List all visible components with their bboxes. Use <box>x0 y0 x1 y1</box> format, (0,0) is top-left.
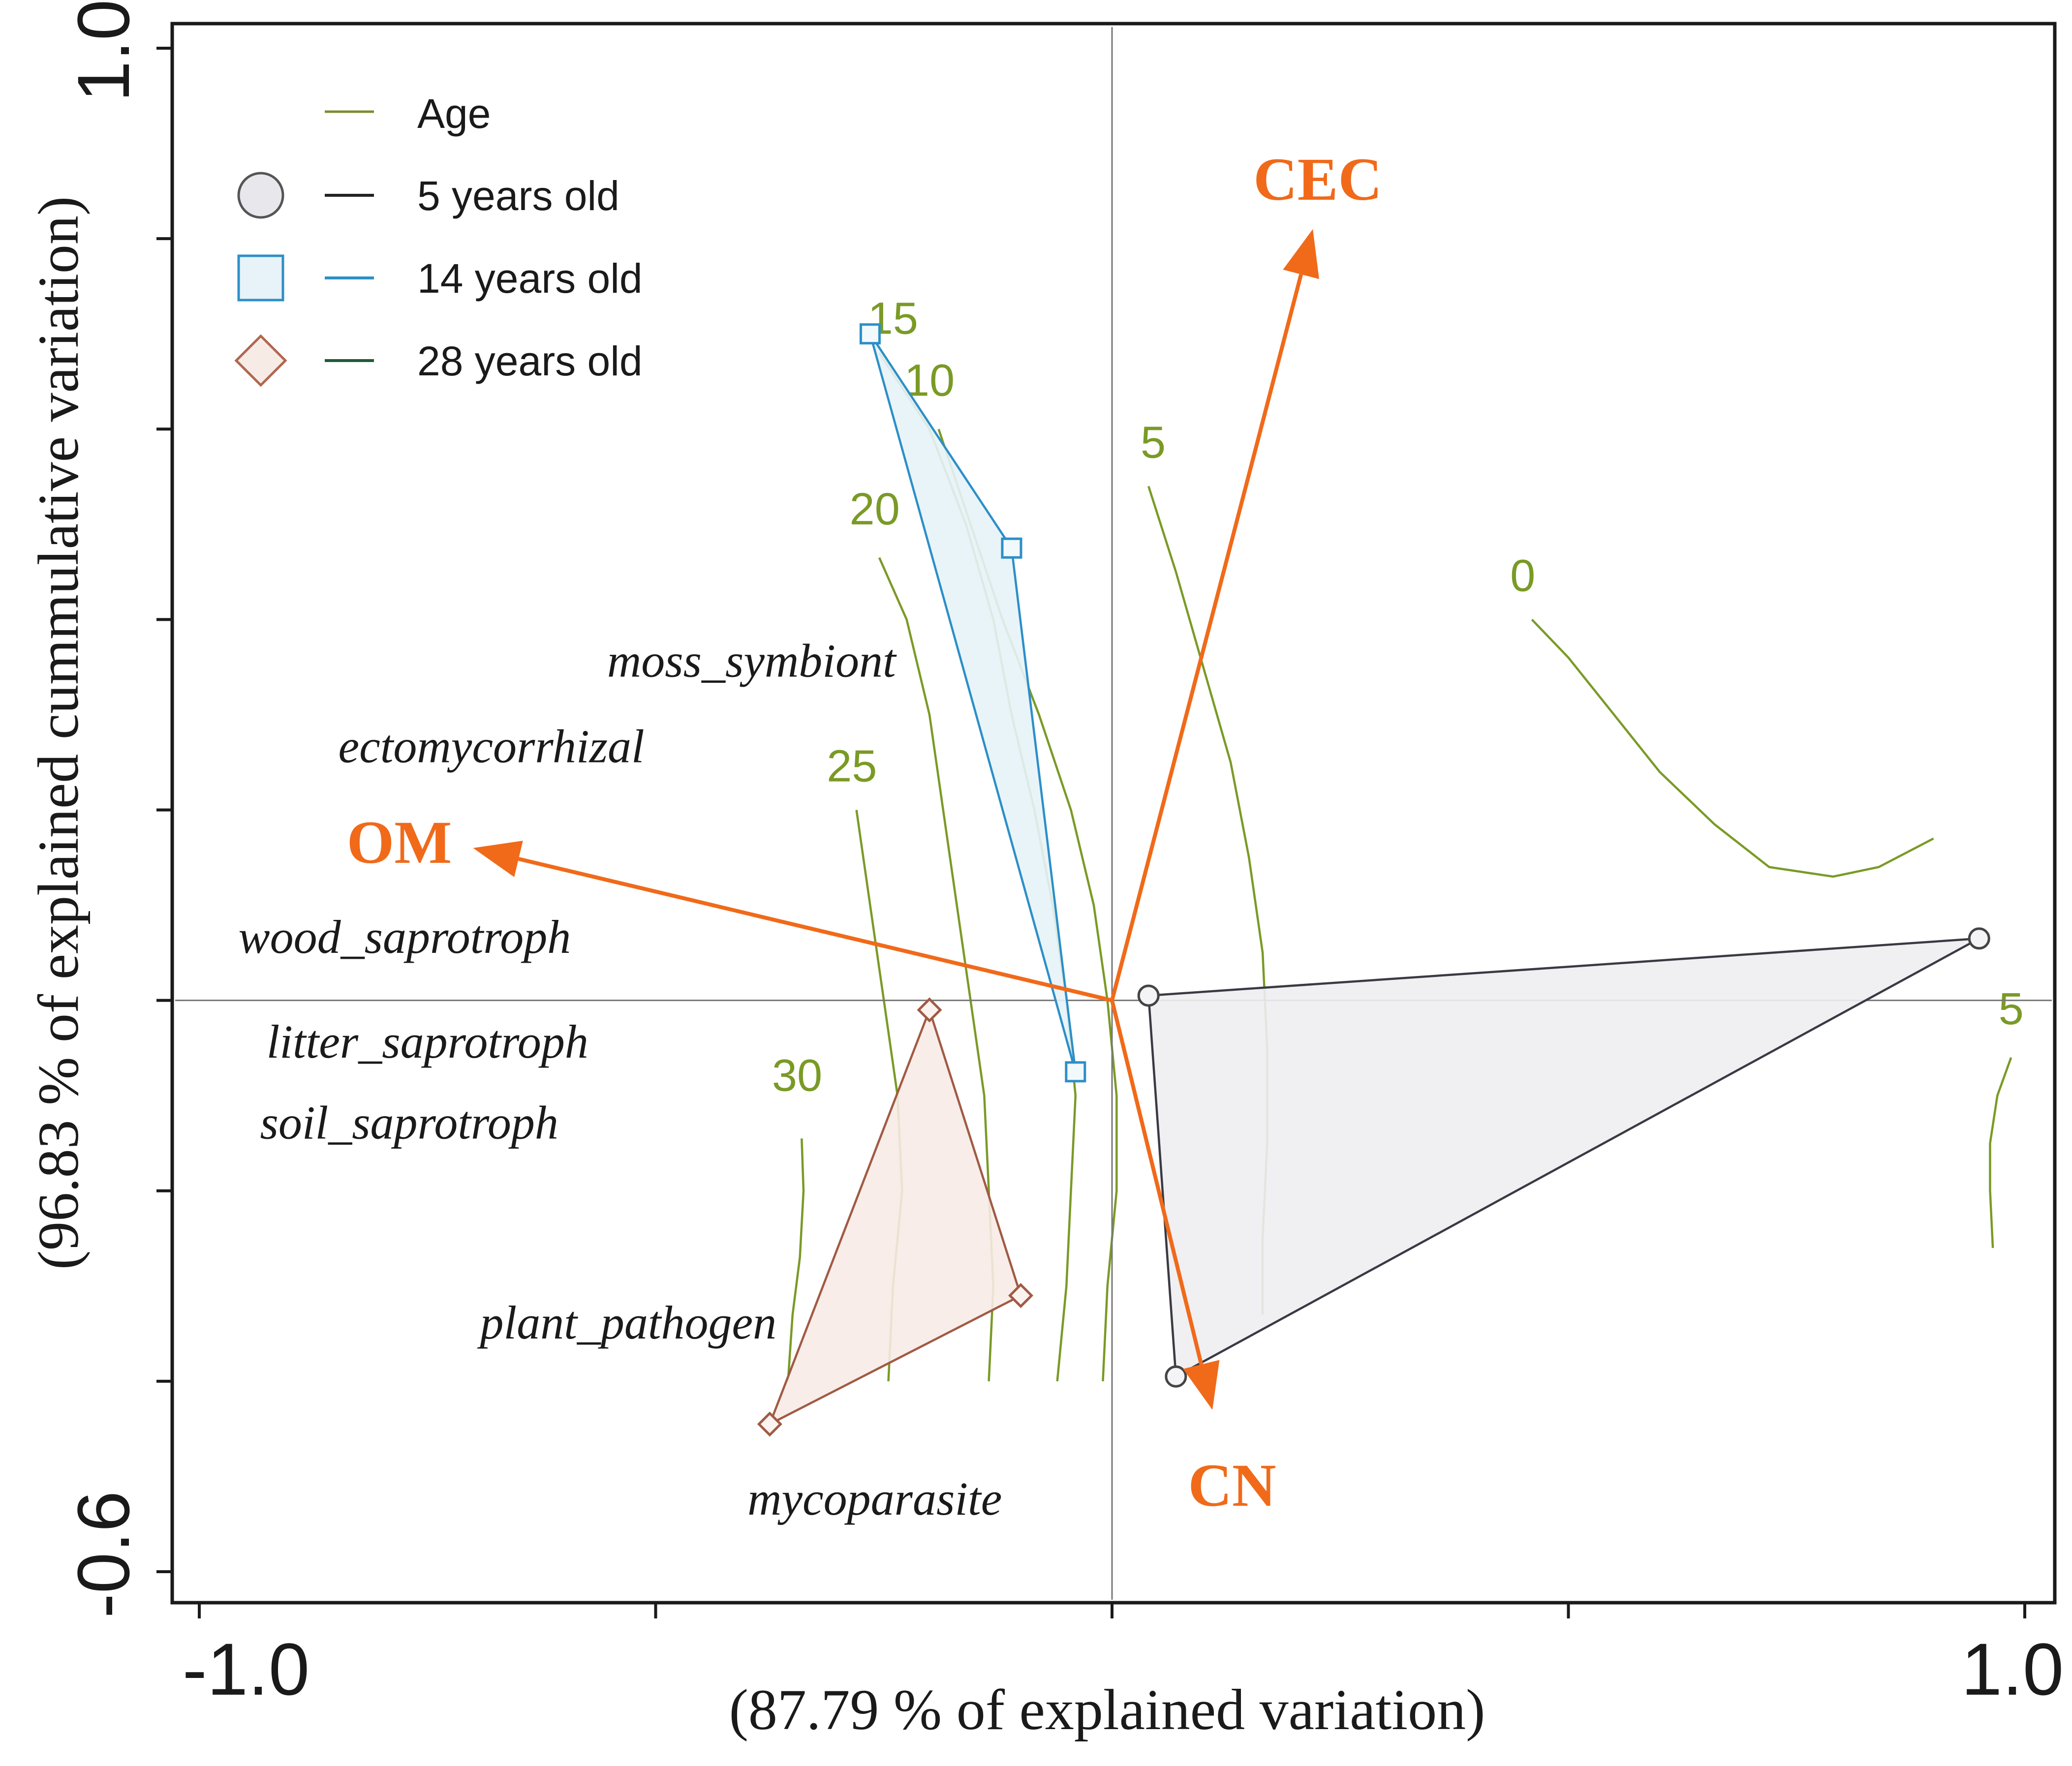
isoline-label-1: 25 <box>827 741 877 791</box>
vector-label-cn: CN <box>1188 1452 1276 1519</box>
vector-label-cec: CEC <box>1253 146 1382 213</box>
isoline-7 <box>1989 1057 2012 1248</box>
isoline-label-5: 5 <box>1141 417 1166 467</box>
hull-group-1 <box>869 333 1077 1072</box>
legend-marker-diamond <box>234 334 287 387</box>
x-axis-label: (87.79 % of explained variation) <box>729 1677 1485 1742</box>
environment-vectors: CEC OM CN <box>347 146 1382 1519</box>
legend-marker-circle <box>237 172 284 219</box>
x-tick-label-1: 1.0 <box>1961 1628 2064 1710</box>
legend-marker-square <box>237 254 284 302</box>
isoline-0 <box>787 1138 805 1382</box>
isoline-label-0: 30 <box>772 1051 822 1101</box>
sample-point-g0-2 <box>1165 1365 1187 1388</box>
hull-group-2 <box>768 1006 1022 1427</box>
vector-cec <box>1110 274 1303 1001</box>
species-label-2: wood_saprotroph <box>239 911 571 963</box>
sample-point-g0-0 <box>1137 984 1160 1007</box>
axes: -1.0 1.0 1.0 -0.6 <box>62 0 2064 1710</box>
y-axis-label: (96.83 % of explained cummulative variat… <box>26 196 91 1270</box>
vector-head-om <box>473 841 523 877</box>
legend-label-0: 5 years old <box>417 173 619 219</box>
species-label-5: plant_pathogen <box>477 1296 777 1349</box>
sample-point-g1-1 <box>1001 537 1022 559</box>
legend-label-2: 28 years old <box>417 338 643 384</box>
plot-frame <box>170 22 2057 1605</box>
species-label-1: ectomycorrhizal <box>339 720 645 773</box>
species-labels: moss_symbiont ectomycorrhizal wood_saprotr… <box>239 635 1002 1525</box>
vector-head-cn <box>1183 1360 1220 1410</box>
sample-point-g2-1 <box>1008 1283 1034 1309</box>
sample-point-g1-2 <box>1065 1061 1086 1083</box>
vector-om <box>518 857 1113 1003</box>
sample-groups <box>757 323 1990 1437</box>
vector-head-cec <box>1283 229 1319 279</box>
isoline-6 <box>1531 618 1934 878</box>
sample-point-g0-1 <box>1968 927 1990 950</box>
isoline-label-2: 20 <box>850 484 900 534</box>
legend-title: Age <box>417 91 491 137</box>
sample-point-g2-0 <box>917 997 942 1023</box>
species-label-0: moss_symbiont <box>607 635 897 687</box>
vector-label-om: OM <box>347 809 452 876</box>
isoline-label-6: 0 <box>1510 550 1535 601</box>
vector-cn <box>1110 1000 1204 1365</box>
isoline-label-7: 5 <box>1999 984 2024 1034</box>
legend-label-1: 14 years old <box>417 255 643 302</box>
sample-point-g1-0 <box>859 323 881 345</box>
species-label-6: mycoparasite <box>747 1472 1002 1525</box>
species-label-4: soil_saprotroph <box>260 1096 558 1149</box>
species-label-3: litter_saprotroph <box>267 1015 588 1068</box>
x-tick-label-0: -1.0 <box>183 1628 309 1710</box>
sample-point-g2-2 <box>757 1411 782 1437</box>
hull-group-0 <box>1147 937 1980 1378</box>
legend: Age 5 years old 14 years old 28 years old <box>234 91 643 387</box>
y-tick-label-top: 1.0 <box>62 0 145 102</box>
y-tick-label-bottom: -0.6 <box>62 1491 145 1618</box>
